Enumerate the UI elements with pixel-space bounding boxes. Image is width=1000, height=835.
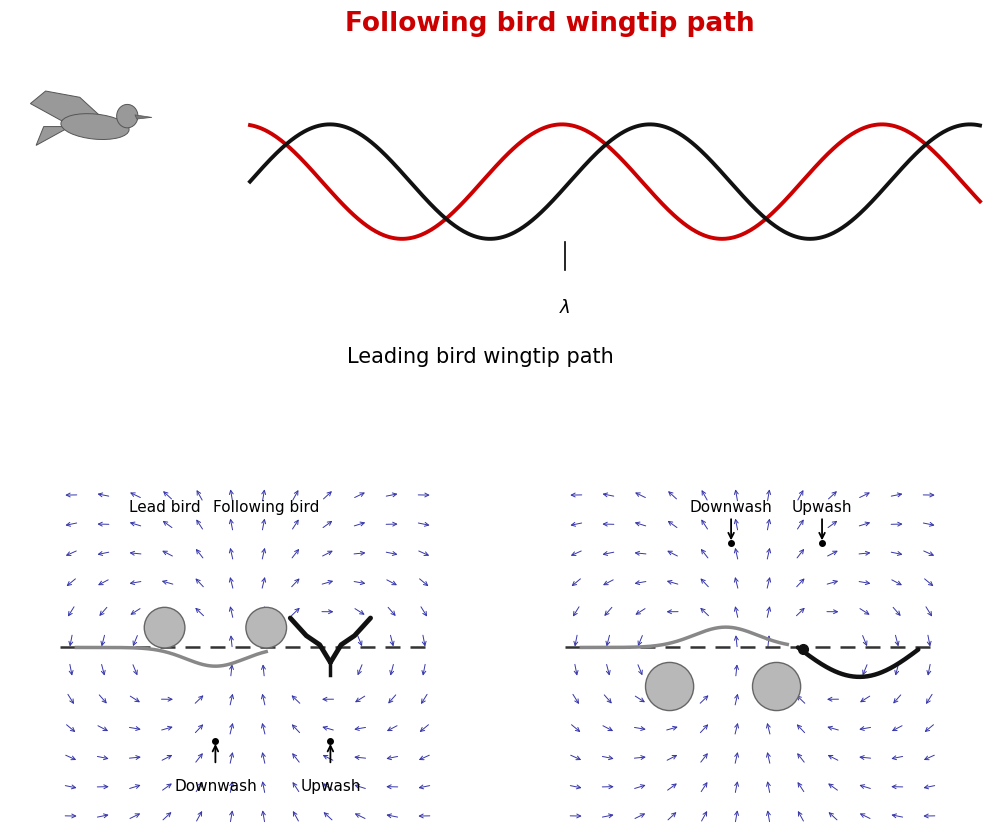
Circle shape (246, 607, 287, 648)
Text: Following bird wingtip path: Following bird wingtip path (345, 11, 755, 37)
Text: Following bird: Following bird (213, 500, 319, 515)
Text: Leading bird wingtip path: Leading bird wingtip path (347, 347, 613, 367)
Text: Upwash: Upwash (792, 500, 852, 515)
Circle shape (646, 662, 694, 711)
Circle shape (117, 104, 138, 128)
Text: Downwash: Downwash (690, 500, 772, 515)
Ellipse shape (61, 114, 129, 139)
Text: Upwash: Upwash (300, 778, 361, 793)
Polygon shape (135, 115, 152, 119)
Text: $\lambda$: $\lambda$ (559, 300, 571, 317)
Text: Lead bird: Lead bird (129, 500, 200, 515)
Circle shape (753, 662, 801, 711)
Text: Downwash: Downwash (174, 778, 257, 793)
Polygon shape (30, 91, 103, 127)
Polygon shape (36, 127, 66, 145)
Circle shape (144, 607, 185, 648)
